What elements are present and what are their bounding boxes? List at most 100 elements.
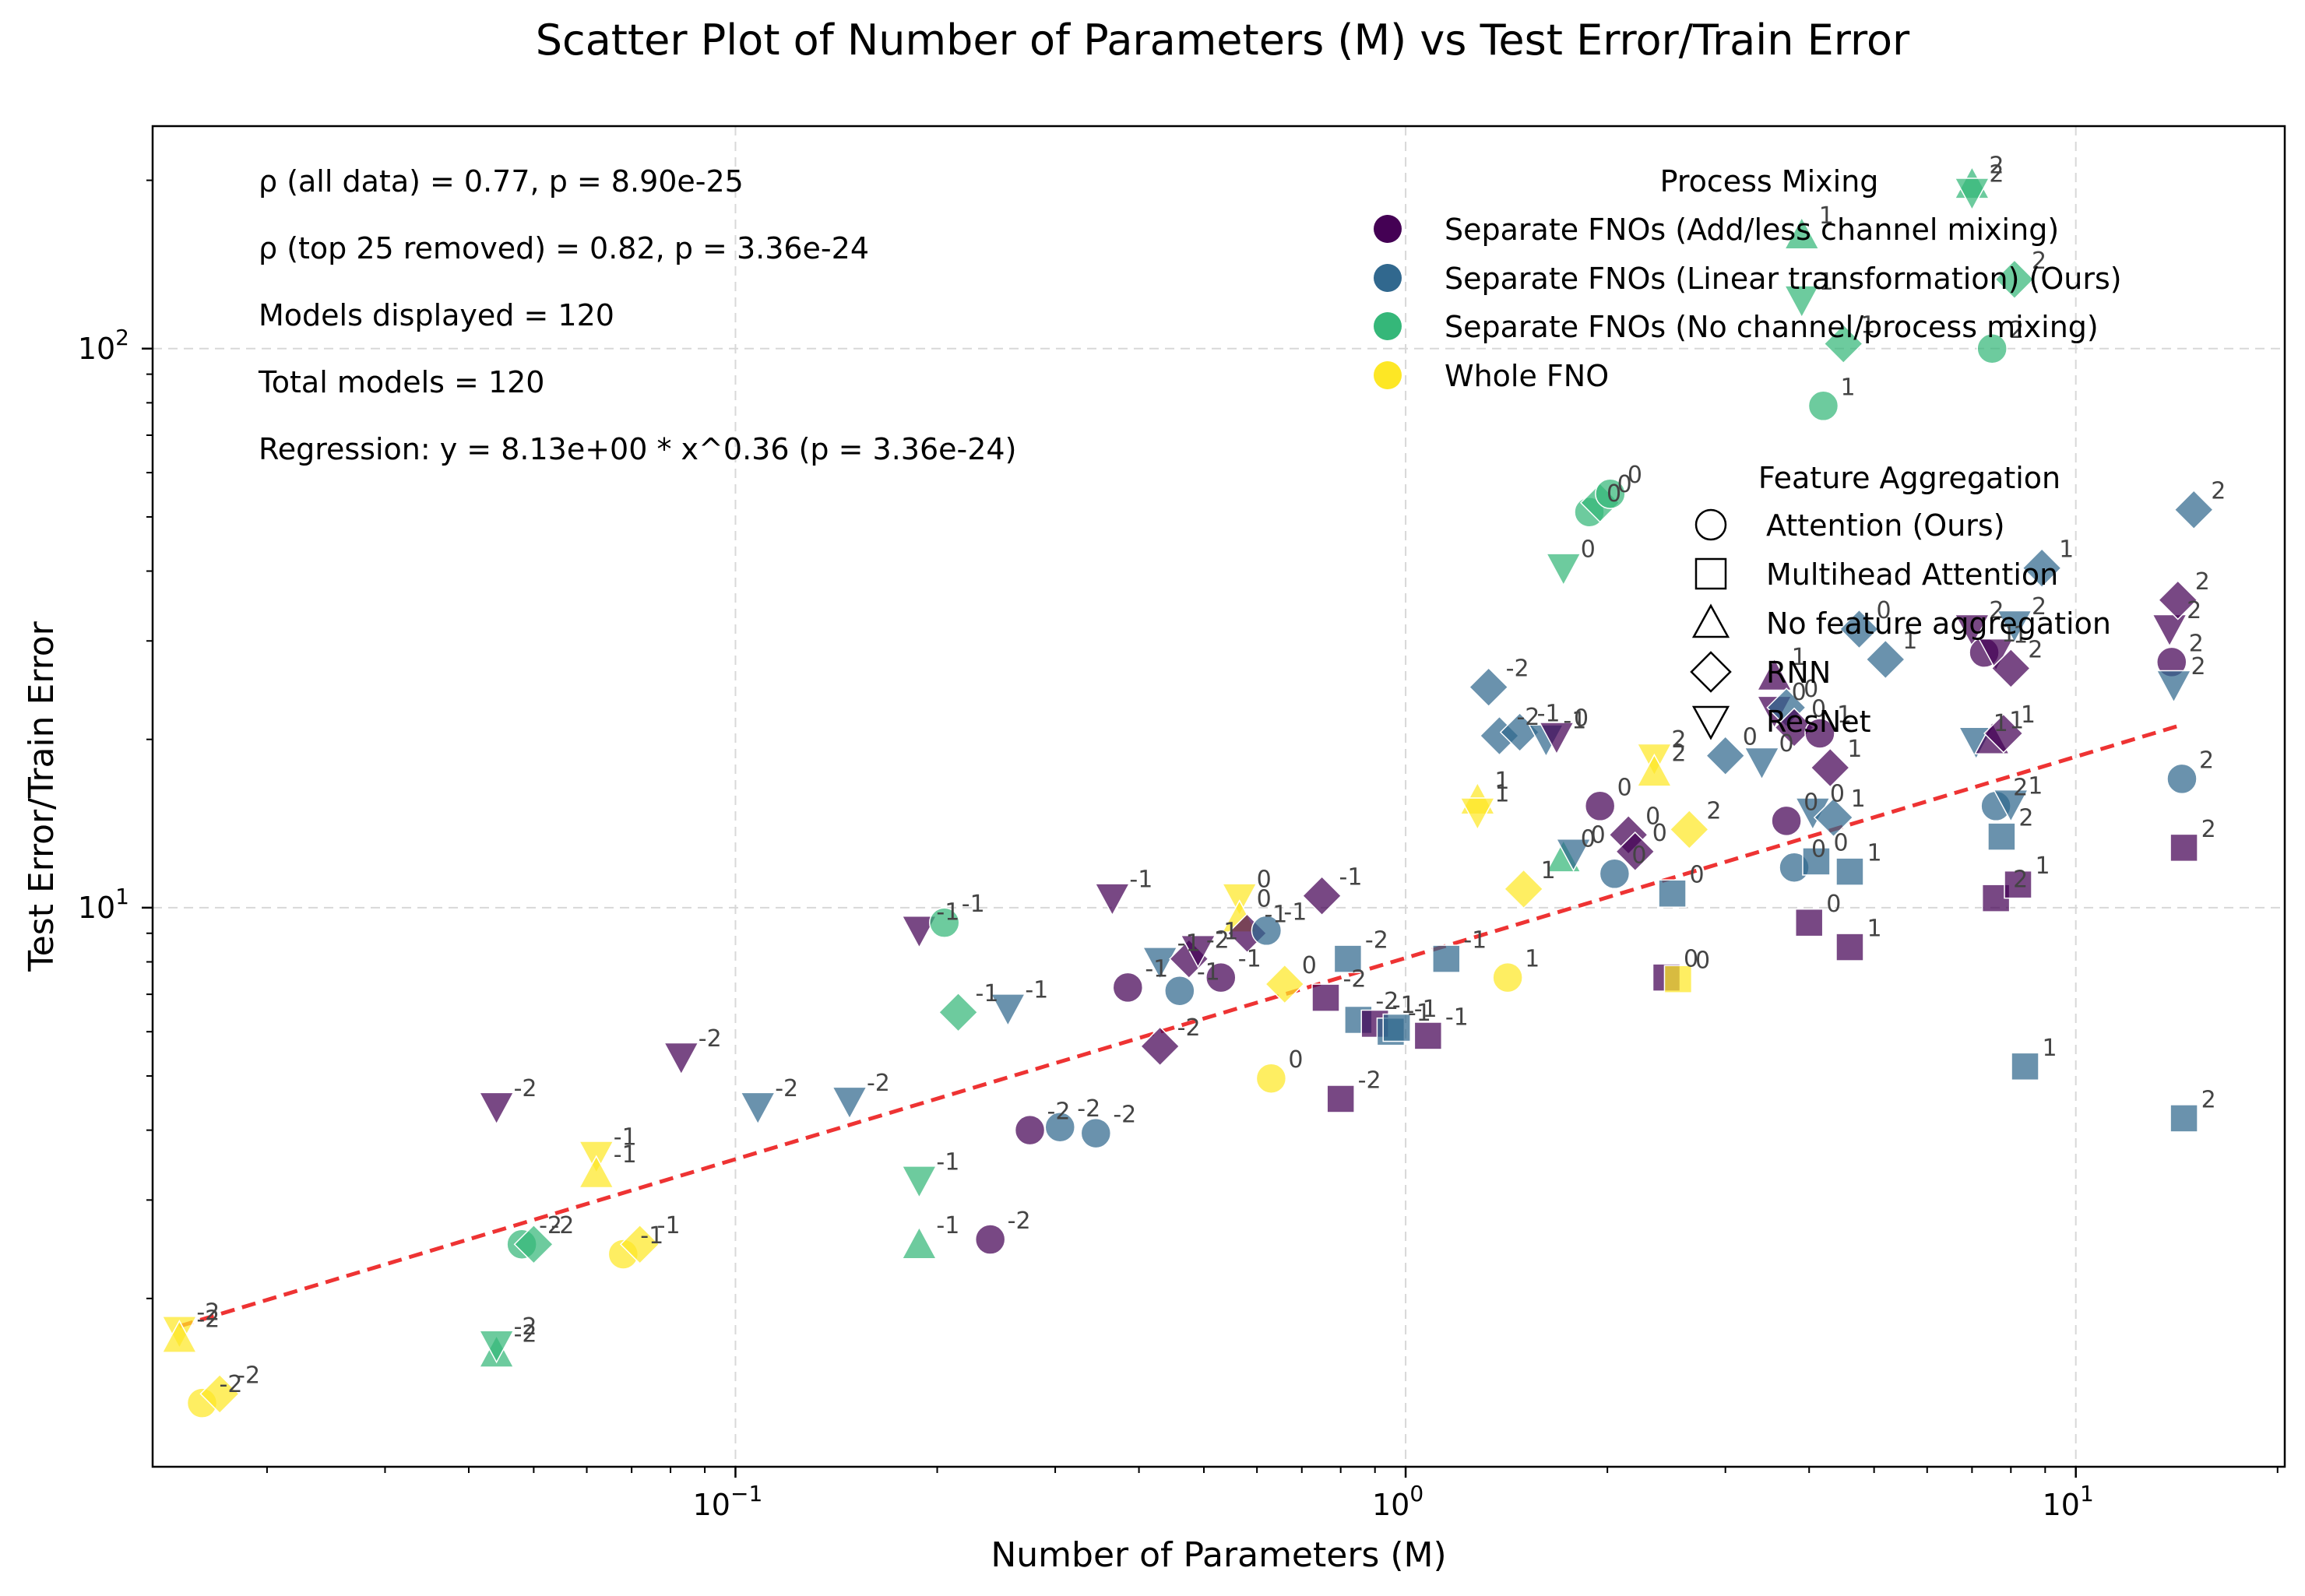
data-point-label: -1 bbox=[1463, 927, 1487, 954]
data-point-label: 1 bbox=[2036, 852, 2050, 880]
data-point-label: -2 bbox=[1008, 1208, 1031, 1235]
data-point-label: 0 bbox=[1695, 947, 1710, 975]
data-point-label: -2 bbox=[1506, 656, 1529, 683]
data-point-label: -2 bbox=[551, 1212, 574, 1239]
data-point-label: 1 bbox=[1525, 946, 1540, 973]
data-point-label: 1 bbox=[2059, 536, 2074, 564]
data-point-label: 2 bbox=[2201, 1086, 2216, 1113]
data-point-triangle-down bbox=[1094, 883, 1131, 917]
data-point-label: 0 bbox=[1302, 952, 1317, 979]
legend-feature-aggregation: Feature Aggregation Attention (Ours) Mul… bbox=[1690, 461, 2111, 740]
data-point-circle bbox=[929, 907, 960, 938]
data-point-label: -1 bbox=[1283, 898, 1307, 926]
data-point-label: -1 bbox=[1215, 918, 1238, 945]
data-point-label: 0 bbox=[1645, 803, 1660, 830]
data-point-label: -1 bbox=[657, 1212, 681, 1239]
data-point-diamond bbox=[1669, 809, 1710, 850]
x-tick-label: 101 bbox=[2043, 1481, 2094, 1522]
legend-swatch bbox=[1374, 215, 1402, 243]
data-point-label: 0 bbox=[1830, 781, 1845, 808]
data-point-label: 0 bbox=[1581, 825, 1596, 852]
data-point-label: 0 bbox=[1811, 695, 1826, 722]
data-point-label: 1 bbox=[1994, 710, 2008, 737]
data-point-diamond bbox=[1774, 707, 1814, 748]
stats-annotation: ρ (all data) = 0.77, p = 8.90e-25 ρ (top… bbox=[258, 164, 1016, 466]
data-point-label: 0 bbox=[1617, 774, 1632, 801]
data-point-label: 2 bbox=[2028, 636, 2043, 663]
data-point-label: -1 bbox=[1197, 959, 1220, 986]
data-point-diamond bbox=[1983, 713, 2024, 754]
data-point-triangle-down bbox=[1996, 610, 2033, 644]
data-point-label: 1 bbox=[2013, 621, 2028, 649]
legend-label: No feature aggregation bbox=[1766, 606, 2111, 641]
y-axis-label: Test Error/Train Error bbox=[22, 620, 62, 972]
data-point-label: 0 bbox=[1288, 1046, 1303, 1074]
data-point-label: -2 bbox=[539, 1212, 562, 1239]
data-point-label: 1 bbox=[1867, 840, 1881, 867]
data-point-label: -1 bbox=[1445, 1004, 1469, 1031]
data-point-triangle-up bbox=[161, 1320, 198, 1353]
data-point-label: -2 bbox=[514, 1320, 537, 1348]
x-axis-ticks: 10−1 100 101 bbox=[693, 1467, 2094, 1522]
data-point-label: 1 bbox=[1494, 768, 1509, 795]
data-point-label: -2 bbox=[1113, 1102, 1136, 1129]
data-point-label: 1 bbox=[2001, 620, 2016, 648]
data-point-square bbox=[1794, 908, 1824, 937]
data-point-circle bbox=[1976, 333, 2008, 364]
data-point-label: -2 bbox=[699, 1025, 722, 1053]
data-point-label: 1 bbox=[1902, 628, 1917, 655]
data-point-triangle-down bbox=[2155, 670, 2192, 704]
data-point-label: 0 bbox=[1811, 835, 1826, 863]
chart-title: Scatter Plot of Number of Parameters (M)… bbox=[536, 16, 1910, 65]
data-point-square bbox=[1835, 857, 1864, 886]
data-point-label: 0 bbox=[1804, 676, 1818, 703]
data-point-triangle-up bbox=[1636, 753, 1673, 787]
data-point-label: -2 bbox=[237, 1362, 260, 1389]
data-point-square bbox=[1413, 1021, 1443, 1050]
data-point-label: 2 bbox=[2187, 597, 2201, 624]
data-point-triangle-down bbox=[901, 915, 938, 949]
data-point-triangle-down bbox=[663, 1042, 699, 1076]
y-tick-label: 101 bbox=[78, 884, 129, 925]
data-point-square bbox=[2004, 870, 2032, 899]
data-point-triangle-down bbox=[1993, 789, 2029, 823]
data-point-label: 1 bbox=[1867, 916, 1881, 943]
legend-process-mixing: Process Mixing Separate FNOs (Add/less c… bbox=[1374, 164, 2122, 393]
data-point-diamond bbox=[2173, 489, 2215, 530]
data-point-circle bbox=[1771, 805, 1802, 837]
data-point-label: 2 bbox=[1989, 152, 2004, 179]
data-point-diamond bbox=[1468, 666, 1509, 708]
data-point-diamond bbox=[1705, 735, 1746, 776]
data-point-square bbox=[1987, 822, 2016, 851]
data-point-triangle-down bbox=[1954, 613, 1990, 648]
point-labels: -2-2-2-2-2-2-2-2-2-1-1-1-1-2-2 -2-1-1-1-1… bbox=[196, 152, 2226, 1398]
data-point-diamond bbox=[1839, 609, 1880, 649]
data-point-label: 1 bbox=[1541, 857, 1556, 884]
data-point-label: 2 bbox=[2013, 867, 2028, 894]
data-point-label: -1 bbox=[1129, 867, 1152, 894]
data-point-label: -2 bbox=[1047, 1099, 1071, 1126]
data-point-label: -2 bbox=[1077, 1095, 1100, 1123]
data-point-label: -2 bbox=[775, 1075, 798, 1102]
stat-line: Models displayed = 120 bbox=[259, 298, 614, 332]
data-point-label: 1 bbox=[1851, 786, 1866, 813]
data-point-label: 2 bbox=[2009, 317, 2024, 344]
data-point-label: -2 bbox=[1516, 704, 1540, 731]
data-point-label: 2 bbox=[1706, 797, 1721, 824]
stat-line: ρ (top 25 removed) = 0.82, p = 3.36e-24 bbox=[259, 231, 869, 265]
data-point-label: 0 bbox=[1833, 829, 1848, 856]
data-point-label: 0 bbox=[1826, 891, 1841, 918]
data-point-circle bbox=[1807, 390, 1839, 422]
legend-label: Separate FNOs (Linear transformation) (O… bbox=[1445, 262, 2122, 296]
data-point-triangle-down bbox=[1783, 285, 1820, 319]
data-point-triangle-down bbox=[990, 993, 1026, 1027]
data-point-circle bbox=[1080, 1117, 1112, 1149]
data-point-label: -1 bbox=[936, 898, 959, 926]
data-point-triangle-down bbox=[1459, 797, 1496, 831]
legend-label: ResNet bbox=[1766, 705, 1871, 739]
data-point-label: 1 bbox=[1494, 781, 1509, 808]
data-point-label: 0 bbox=[1606, 480, 1621, 508]
data-point-label: -1 bbox=[614, 1124, 637, 1151]
data-point-label: -1 bbox=[1177, 930, 1201, 957]
data-point-label: 0 bbox=[1804, 789, 1818, 816]
